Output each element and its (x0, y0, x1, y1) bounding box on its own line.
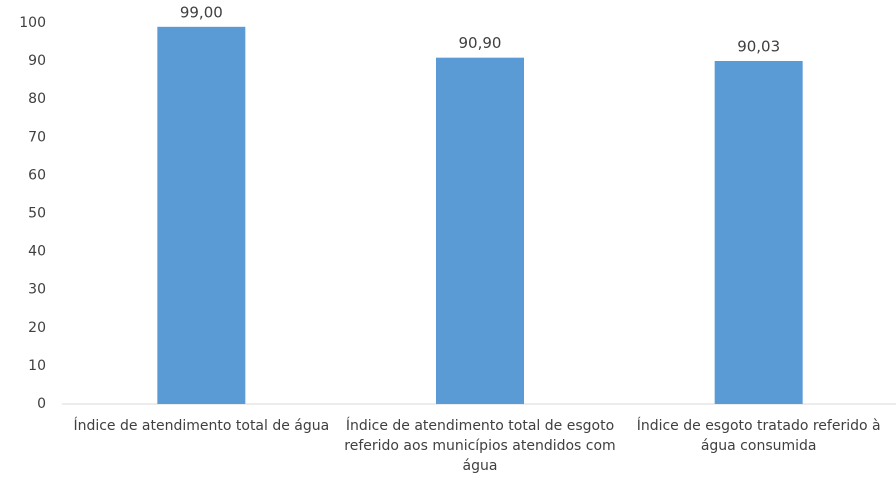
bar (436, 57, 524, 405)
y-tick-label: 70 (28, 129, 46, 145)
y-tick-label: 50 (28, 206, 46, 222)
y-tick-label: 100 (19, 15, 46, 31)
bar (714, 60, 803, 405)
y-tick-label: 0 (37, 396, 46, 412)
bar (157, 26, 246, 405)
y-tick-label: 90 (28, 53, 46, 69)
y-tick-label: 40 (28, 244, 46, 260)
value-label: 99,00 (180, 3, 223, 21)
y-tick-label: 60 (28, 167, 46, 183)
x-tick-label: Índice de esgoto tratado referido à água… (636, 418, 881, 454)
x-tick-label: Índice de atendimento total de esgoto re… (344, 418, 616, 474)
y-tick-label: 80 (28, 91, 46, 107)
value-label: 90,90 (459, 34, 502, 52)
y-tick-label: 20 (28, 320, 46, 336)
y-tick-label: 10 (28, 358, 46, 374)
x-tick-label: Índice de atendimento total de água (73, 418, 330, 434)
value-label: 90,03 (737, 37, 780, 55)
y-tick-label: 30 (28, 282, 46, 298)
